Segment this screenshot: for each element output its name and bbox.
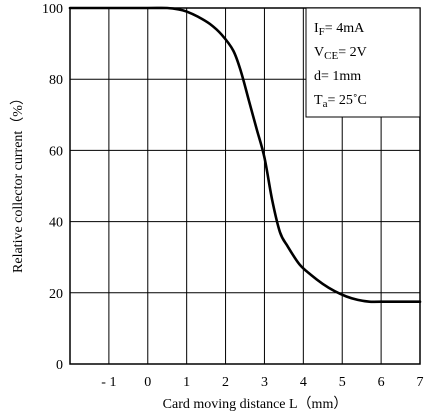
conditions-box: IF= 4mA VCE= 2V d= 1mm Ta= 25˚C bbox=[305, 7, 421, 118]
x-tick-label: 5 bbox=[339, 375, 346, 390]
y-tick-label: 40 bbox=[49, 216, 63, 231]
x-tick-label: 6 bbox=[378, 375, 385, 390]
condition-label: d= 1mm bbox=[314, 69, 361, 84]
x-tick-label: 3 bbox=[261, 375, 268, 390]
condition-label: IF= 4mA bbox=[314, 21, 365, 38]
x-axis-label: Card moving distance L（mm） bbox=[163, 396, 348, 412]
condition-label: VCE= 2V bbox=[314, 45, 367, 62]
data-line bbox=[68, 6, 422, 304]
y-tick-label: 20 bbox=[49, 287, 63, 302]
y-tick-label: 60 bbox=[49, 144, 63, 159]
y-axis-label: Relative collector current（%） bbox=[10, 91, 26, 273]
y-tick-label: 100 bbox=[42, 2, 63, 17]
condition-label: Ta= 25˚C bbox=[314, 93, 367, 110]
y-tick-label: 80 bbox=[49, 73, 63, 88]
plot-frame bbox=[69, 7, 421, 365]
x-tick-label: 0 bbox=[144, 375, 151, 390]
x-tick-label: 1 bbox=[183, 375, 190, 390]
x-tick-label: 2 bbox=[222, 375, 229, 390]
x-tick-label: 4 bbox=[300, 375, 307, 390]
y-tick-labels: 0 20 40 60 80 100 bbox=[42, 2, 63, 373]
x-tick-label: 7 bbox=[417, 375, 424, 390]
x-tick-label: - 1 bbox=[101, 375, 116, 390]
y-tick-label: 0 bbox=[56, 358, 63, 373]
conditions-frame bbox=[305, 7, 421, 118]
x-tick-labels: - 1 0 1 2 3 4 5 6 7 bbox=[101, 375, 423, 390]
